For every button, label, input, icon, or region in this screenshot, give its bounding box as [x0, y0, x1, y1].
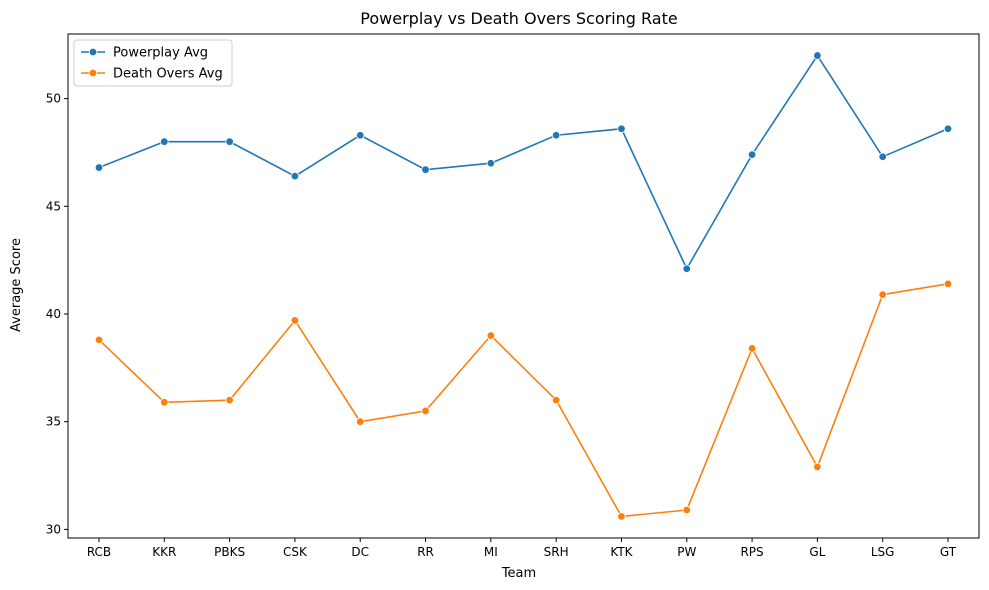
x-tick-label: PW [677, 545, 696, 559]
x-tick-label: SRH [544, 545, 569, 559]
x-tick-label: RR [417, 545, 434, 559]
x-axis-title: Team [501, 566, 536, 581]
data-point [225, 395, 234, 405]
series-1 [94, 51, 953, 273]
data-point [160, 398, 169, 407]
data-point [682, 505, 691, 515]
data-point [551, 395, 561, 405]
y-tick-label: 35 [46, 415, 61, 429]
data-point [878, 152, 887, 161]
x-tick-label: MI [484, 545, 498, 559]
data-point [486, 159, 496, 168]
x-tick-label: KKR [152, 545, 176, 559]
data-point [94, 163, 104, 172]
legend-frame [73, 39, 233, 87]
data-point [617, 124, 626, 133]
legend: Powerplay Avg Death Overs Avg [73, 39, 233, 87]
x-tick-label: PBKS [214, 545, 245, 559]
series-2 [94, 279, 953, 521]
series-layer [94, 51, 953, 521]
data-point [747, 344, 757, 353]
data-point [943, 279, 953, 289]
x-tick-label: GL [809, 545, 825, 559]
data-point [747, 150, 757, 159]
data-point [813, 462, 822, 472]
x-tick-label: GT [940, 545, 957, 559]
data-point [94, 335, 104, 345]
data-point [551, 131, 561, 140]
x-axis-ticks: RCB KKR PBKS CSK DC RR MI SRH KTK PW RPS GL LSG GT [87, 538, 957, 559]
data-point [290, 171, 300, 181]
data-point [421, 165, 430, 174]
plot-area [67, 33, 980, 539]
y-tick-label: 45 [46, 199, 61, 213]
x-tick-label: RPS [740, 545, 763, 559]
x-tick-label: RCB [87, 545, 111, 559]
data-point [356, 417, 365, 426]
data-point [813, 51, 822, 60]
y-axis-title: Average Score [9, 238, 24, 332]
legend-swatch-marker [88, 68, 98, 78]
data-point [225, 137, 234, 146]
series-line [98, 54, 949, 271]
series-line [98, 283, 949, 518]
legend-label: Powerplay Avg [113, 46, 208, 61]
legend-swatch-marker [88, 47, 98, 57]
data-point [943, 124, 953, 133]
x-tick-label: LSG [871, 545, 895, 559]
y-tick-label: 50 [46, 92, 61, 106]
data-point [617, 512, 626, 521]
data-point [682, 264, 691, 273]
data-point [421, 406, 430, 416]
x-tick-label: CSK [283, 545, 308, 559]
legend-label: Death Overs Avg [113, 67, 223, 82]
data-point [160, 137, 169, 146]
data-point [356, 131, 365, 140]
y-tick-label: 30 [46, 522, 61, 536]
data-point [486, 331, 496, 340]
chart-title: Powerplay vs Death Overs Scoring Rate [360, 9, 677, 28]
data-point [290, 316, 300, 325]
y-axis-ticks: 30 35 40 45 50 [46, 92, 68, 536]
y-tick-label: 40 [46, 307, 61, 321]
x-tick-label: DC [351, 545, 369, 559]
x-tick-label: KTK [610, 545, 633, 559]
data-point [878, 290, 887, 299]
plot-frame [67, 33, 980, 539]
